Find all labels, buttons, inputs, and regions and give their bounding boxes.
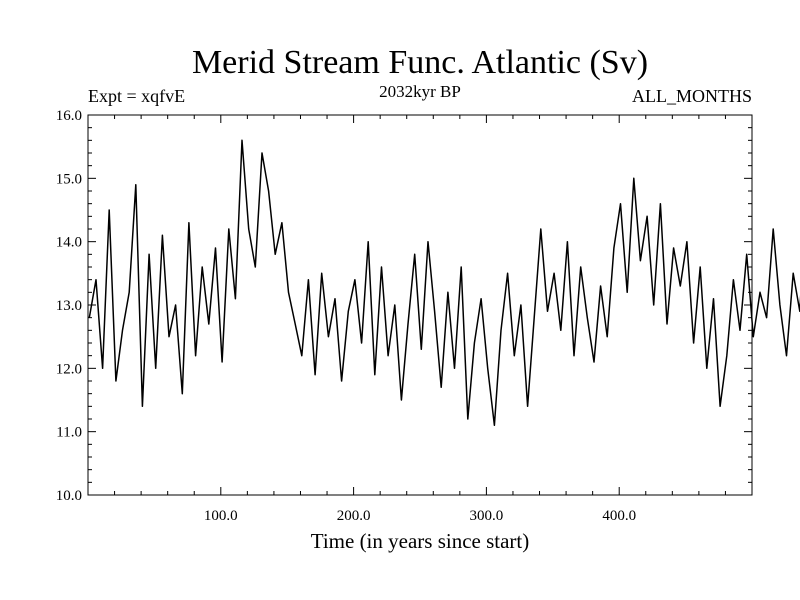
months-label: ALL_MONTHS bbox=[632, 86, 752, 106]
chart-title: Merid Stream Func. Atlantic (Sv) bbox=[192, 44, 648, 81]
y-tick-label: 16.0 bbox=[56, 108, 82, 124]
y-tick-label: 14.0 bbox=[56, 235, 82, 251]
y-tick-label: 10.0 bbox=[56, 488, 82, 504]
y-axis: 10.0 11.0 12.0 13.0 14.0 15.0 16.0 bbox=[56, 108, 752, 504]
plot-frame bbox=[87, 114, 753, 496]
y-tick-label: 11.0 bbox=[56, 425, 82, 441]
period-label: 2032kyr BP bbox=[379, 82, 461, 101]
x-tick-label: 200.0 bbox=[337, 508, 371, 524]
x-axis: 100.0 200.0 300.0 400.0 bbox=[114, 115, 726, 524]
y-tick-label: 13.0 bbox=[56, 298, 82, 314]
plot-area bbox=[87, 114, 800, 496]
y-tick-label: 15.0 bbox=[56, 171, 82, 187]
x-tick-label: 400.0 bbox=[602, 508, 636, 524]
series-line-0 bbox=[88, 139, 800, 427]
x-tick-label: 100.0 bbox=[204, 508, 238, 524]
x-tick-label: 300.0 bbox=[470, 508, 504, 524]
x-axis-label: Time (in years since start) bbox=[311, 529, 530, 553]
experiment-label: Expt = xqfvE bbox=[88, 86, 185, 106]
y-tick-label: 12.0 bbox=[56, 361, 82, 377]
